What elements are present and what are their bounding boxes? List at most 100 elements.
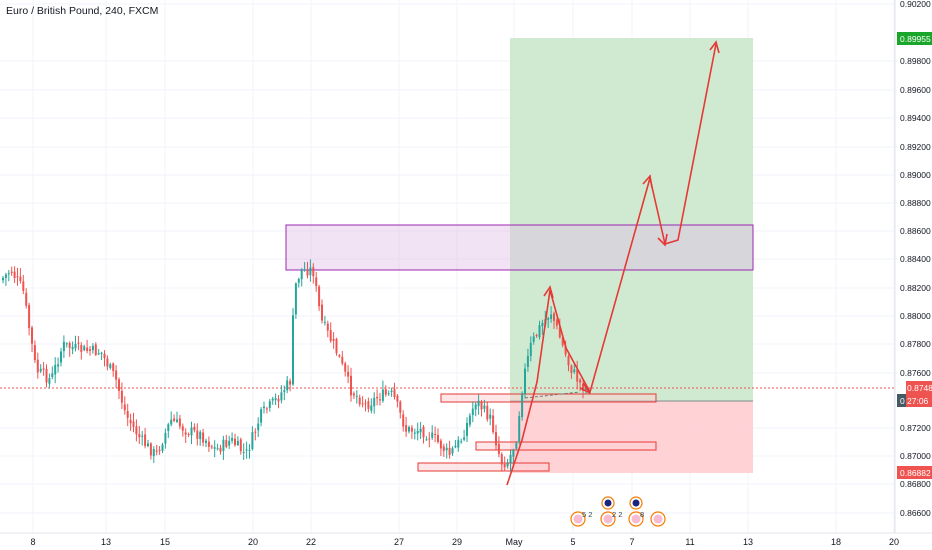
price-tick-label: 0.90200 bbox=[900, 0, 931, 9]
candle-body bbox=[338, 355, 341, 357]
candle-body bbox=[57, 364, 60, 367]
candle-body bbox=[384, 389, 387, 395]
candle-body bbox=[193, 426, 196, 431]
candle-body bbox=[457, 440, 460, 448]
price-tick-label: 0.89400 bbox=[900, 113, 931, 123]
event-marker[interactable] bbox=[650, 511, 666, 527]
candle-body bbox=[207, 441, 210, 447]
candle-body bbox=[483, 405, 486, 409]
candle-body bbox=[413, 432, 416, 434]
earnings-icon bbox=[653, 514, 663, 524]
candlestick-series bbox=[2, 259, 587, 472]
candle-body bbox=[277, 398, 280, 402]
time-axis[interactable]: 8 13 15 20 22 27 29 May 5 7 11 13 18 20 bbox=[30, 537, 899, 547]
candle-body bbox=[219, 447, 222, 452]
candle-body bbox=[68, 343, 71, 348]
candle-body bbox=[332, 339, 335, 341]
projection-path[interactable] bbox=[506, 43, 717, 486]
candle-body bbox=[48, 378, 51, 384]
support-box-3[interactable] bbox=[417, 462, 550, 472]
candle-body bbox=[373, 397, 376, 407]
candle-body bbox=[437, 434, 439, 442]
candle-body bbox=[141, 435, 144, 437]
price-tick-label: 0.89800 bbox=[900, 56, 931, 66]
candle-body bbox=[370, 405, 373, 411]
candle-body bbox=[138, 433, 141, 438]
price-tick-label: 0.89000 bbox=[900, 170, 931, 180]
candle-body bbox=[265, 408, 268, 410]
arrow-head-5 bbox=[709, 40, 720, 54]
candle-body bbox=[234, 438, 236, 446]
supply-zone-box[interactable] bbox=[285, 224, 754, 271]
svg-text:0: 0 bbox=[900, 396, 905, 406]
earnings-icon bbox=[631, 514, 641, 524]
candle-body bbox=[466, 423, 468, 436]
candle-body bbox=[381, 389, 384, 401]
candle-body bbox=[120, 390, 123, 403]
candle-body bbox=[477, 400, 480, 407]
candle-body bbox=[408, 426, 410, 432]
time-tick-label: 20 bbox=[889, 537, 899, 547]
long-position-stop-zone[interactable] bbox=[510, 401, 753, 473]
event-marker[interactable]: 5 2 bbox=[570, 510, 592, 527]
candle-body bbox=[422, 426, 425, 438]
candle-body bbox=[480, 402, 483, 410]
price-axis[interactable]: 0.90200 0.89800 0.89600 0.89400 0.89200 0.890… bbox=[900, 0, 931, 518]
candle-body bbox=[112, 363, 115, 372]
candle-body bbox=[350, 375, 352, 396]
event-count: 5 2 bbox=[582, 510, 592, 519]
price-tick-label: 0.87600 bbox=[900, 368, 931, 378]
candle-body bbox=[147, 443, 149, 447]
candle-body bbox=[10, 271, 13, 274]
candle-body bbox=[242, 451, 245, 453]
candle-body bbox=[271, 398, 274, 401]
candle-body bbox=[428, 438, 431, 440]
candle-body bbox=[149, 443, 152, 456]
time-tick-label: 27 bbox=[394, 537, 404, 547]
candle-body bbox=[263, 406, 265, 409]
svg-text:27:06: 27:06 bbox=[907, 396, 929, 406]
candle-body bbox=[80, 345, 83, 352]
candle-body bbox=[54, 364, 57, 375]
time-tick-label: 13 bbox=[743, 537, 753, 547]
event-marker[interactable]: 8 bbox=[628, 496, 644, 527]
candle-body bbox=[376, 396, 379, 399]
price-tick-label: 0.88400 bbox=[900, 254, 931, 264]
candle-body bbox=[434, 434, 437, 436]
candle-body bbox=[22, 281, 25, 291]
candle-body bbox=[152, 449, 155, 457]
candle-body bbox=[524, 368, 526, 394]
candle-body bbox=[236, 440, 239, 445]
candle-body bbox=[294, 283, 297, 315]
event-flag-icon bbox=[632, 499, 640, 507]
candle-body bbox=[231, 438, 234, 441]
candle-body bbox=[39, 368, 42, 372]
time-tick-label: 29 bbox=[452, 537, 462, 547]
candle-body bbox=[144, 434, 147, 447]
svg-text:0.89955: 0.89955 bbox=[900, 34, 931, 44]
event-marker[interactable]: 2 2 bbox=[600, 496, 622, 527]
long-position-target-zone[interactable] bbox=[510, 38, 753, 401]
candle-body bbox=[103, 353, 106, 358]
candle-body bbox=[274, 398, 277, 400]
candle-body bbox=[42, 368, 45, 370]
price-tick-label: 0.87200 bbox=[900, 423, 931, 433]
candle-body bbox=[352, 393, 355, 396]
candle-body bbox=[460, 441, 463, 443]
candle-body bbox=[326, 323, 329, 331]
price-tick-label: 0.86800 bbox=[900, 479, 931, 489]
candle-body bbox=[62, 341, 65, 352]
support-box-2[interactable] bbox=[475, 441, 657, 451]
candle-body bbox=[532, 336, 535, 342]
candle-body bbox=[25, 292, 28, 306]
candle-body bbox=[393, 389, 396, 398]
price-tick-label: 0.87000 bbox=[900, 451, 931, 461]
candle-body bbox=[190, 427, 193, 436]
support-box-1[interactable] bbox=[440, 393, 657, 403]
countdown-tag: 0 27:06 bbox=[897, 394, 932, 407]
candle-body bbox=[309, 267, 312, 276]
candle-body bbox=[178, 418, 181, 427]
economic-events[interactable]: 5 2 2 2 8 bbox=[570, 496, 666, 527]
candle-body bbox=[222, 439, 225, 452]
